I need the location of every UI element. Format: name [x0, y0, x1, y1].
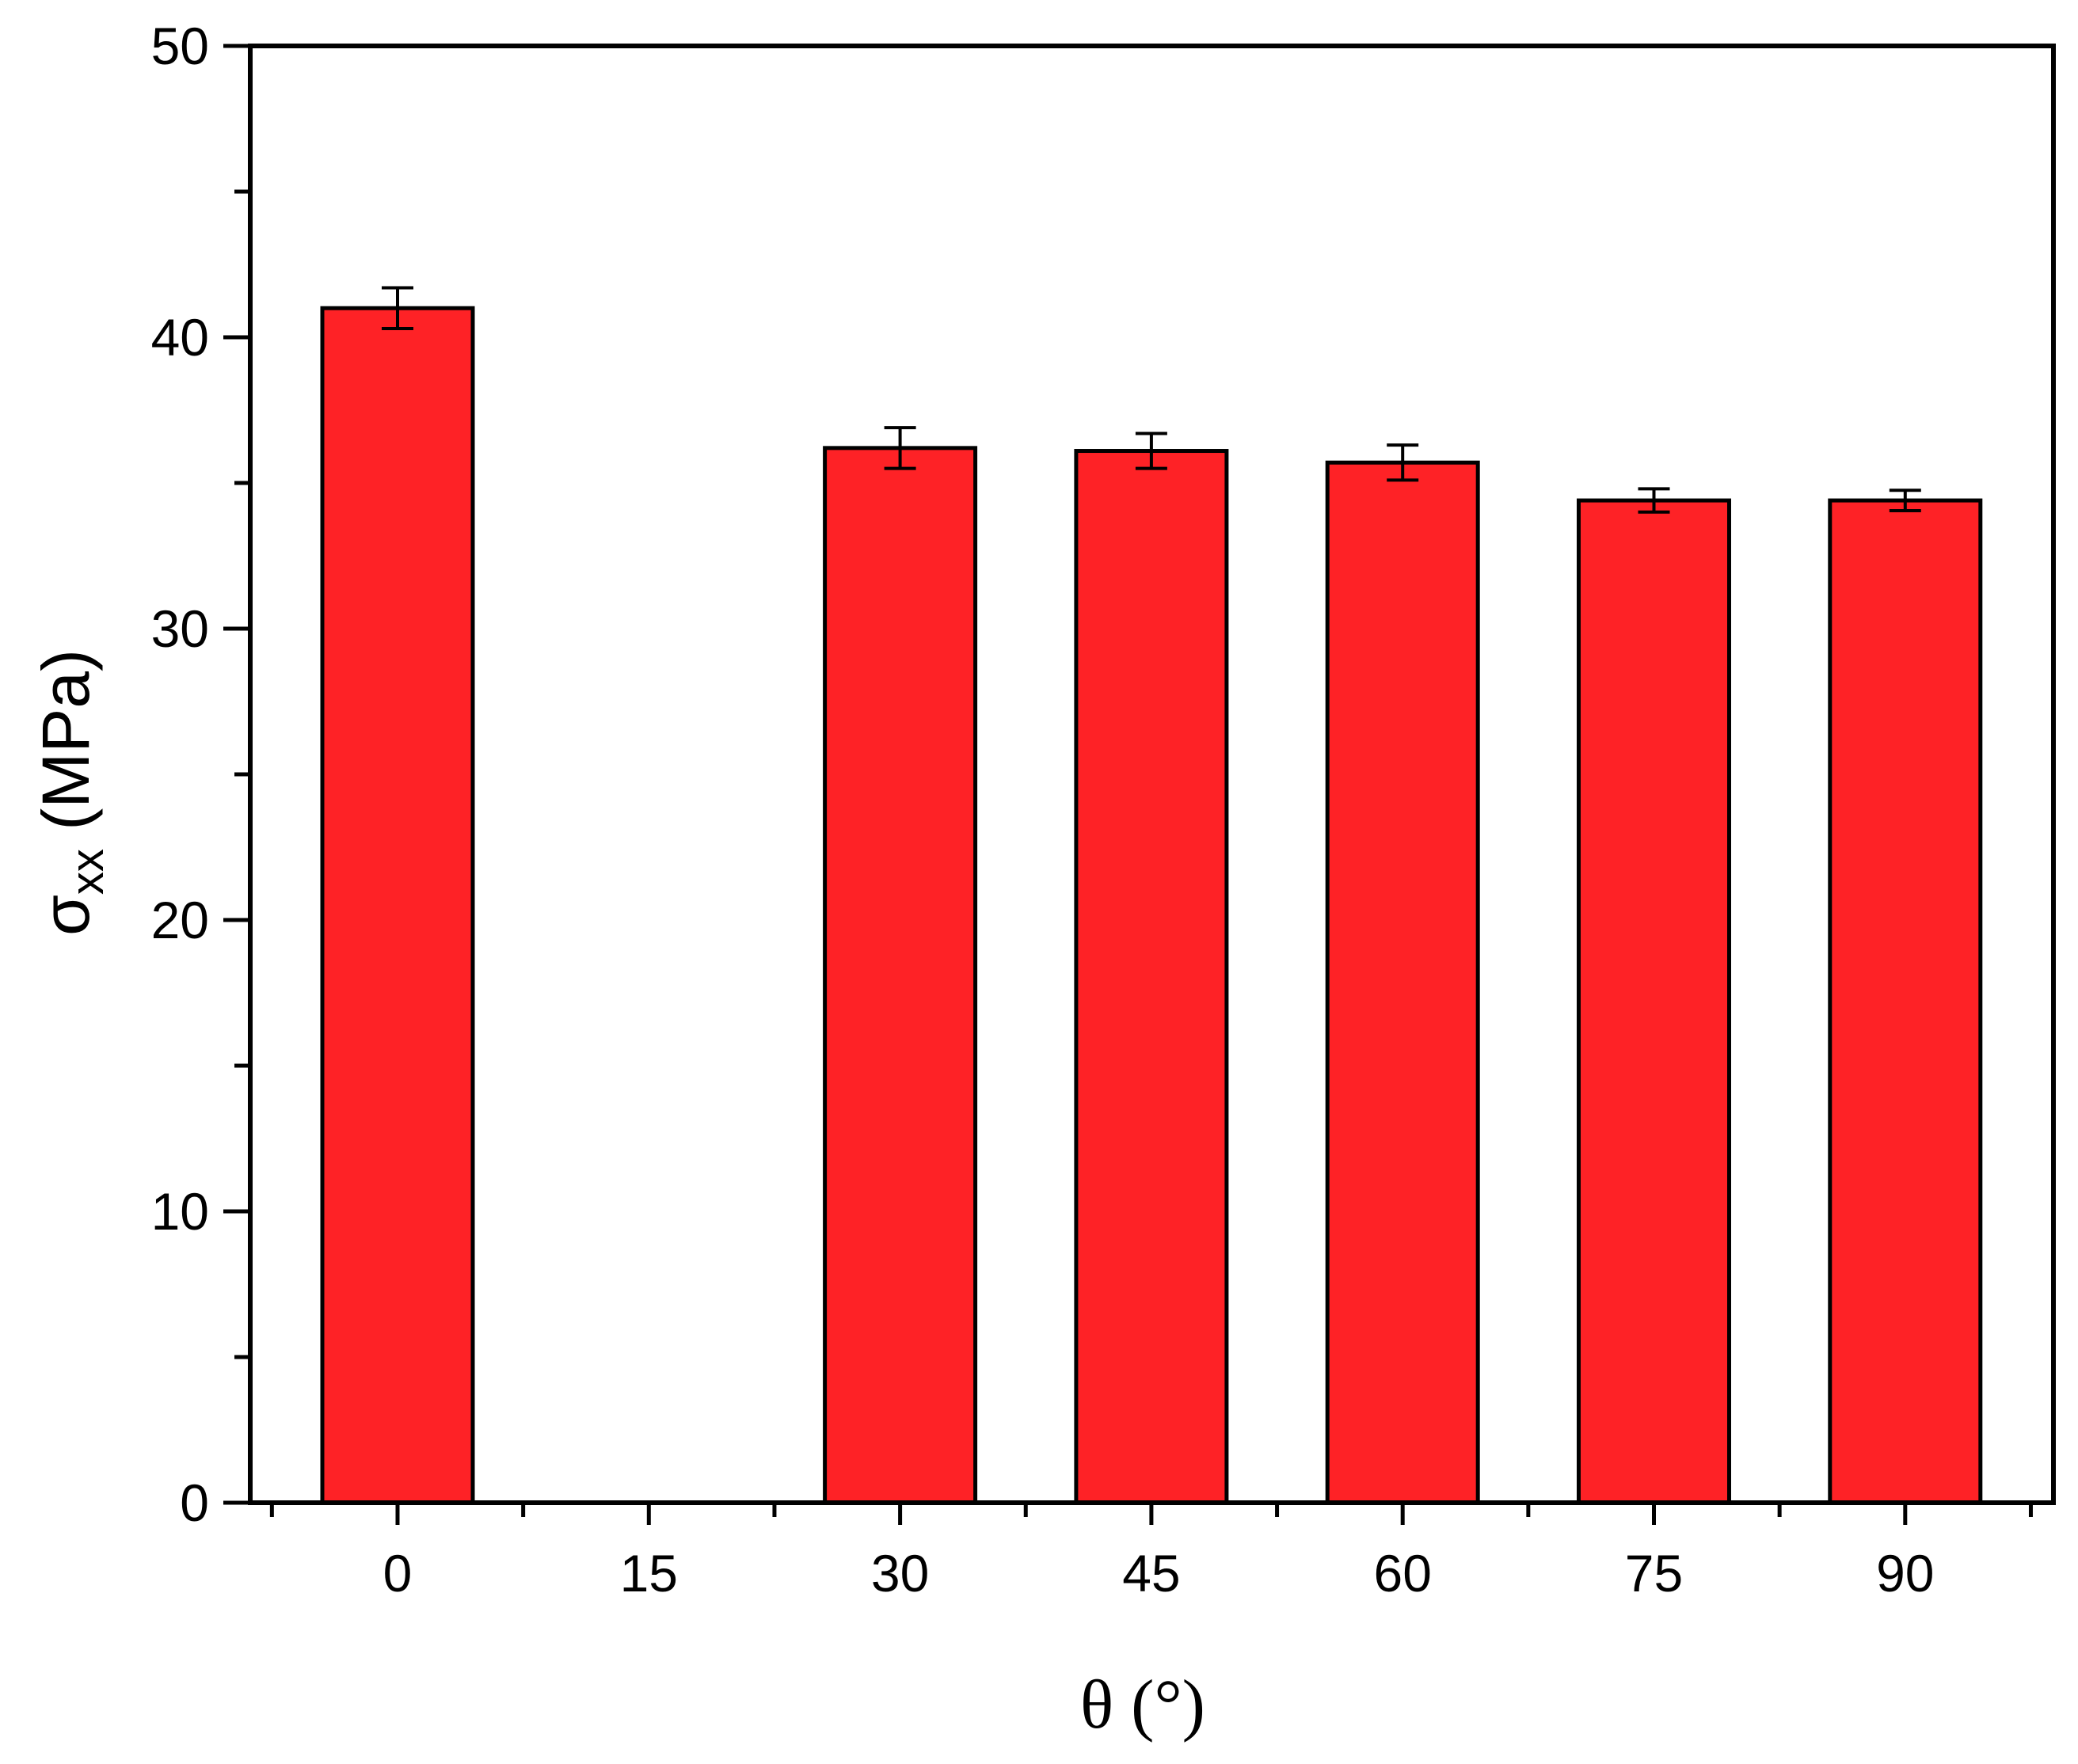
x-tick-label-0: 0 [383, 1544, 413, 1602]
y-axis-title-symbol: σ [29, 895, 103, 936]
bar-0 [320, 306, 475, 1505]
tick-labels-layer: 0 10 20 30 40 50 0 15 30 45 60 75 90 [151, 17, 1935, 1602]
y-axis-title: σxx (MPa) [29, 649, 113, 936]
y-tick-label-10: 10 [151, 1182, 209, 1241]
x-tick-label-15: 15 [620, 1544, 678, 1602]
axes-layer [223, 44, 2056, 1525]
y-axis-title-unit: (MPa) [29, 649, 103, 849]
y-tick-label-50: 50 [151, 17, 209, 75]
error-bars-layer [382, 286, 1921, 514]
bar-90 [1828, 498, 1983, 1505]
x-tick-label-30: 30 [871, 1544, 929, 1602]
y-axis-title-subscript: xx [62, 849, 113, 895]
x-tick-label-75: 75 [1625, 1544, 1683, 1602]
x-tick-label-90: 90 [1876, 1544, 1934, 1602]
bar-30 [823, 446, 978, 1505]
y-tick-label-40: 40 [151, 308, 209, 367]
y-tick-label-30: 30 [151, 599, 209, 658]
y-tick-label-0: 0 [180, 1473, 209, 1532]
x-axis-title: θ (°) [1080, 1667, 1205, 1743]
bar-75 [1577, 498, 1731, 1505]
bar-60 [1325, 460, 1480, 1505]
bar-45 [1074, 449, 1229, 1505]
y-tick-label-20: 20 [151, 891, 209, 949]
bars-layer [320, 306, 1983, 1505]
x-tick-label-45: 45 [1122, 1544, 1180, 1602]
x-tick-label-60: 60 [1373, 1544, 1431, 1602]
